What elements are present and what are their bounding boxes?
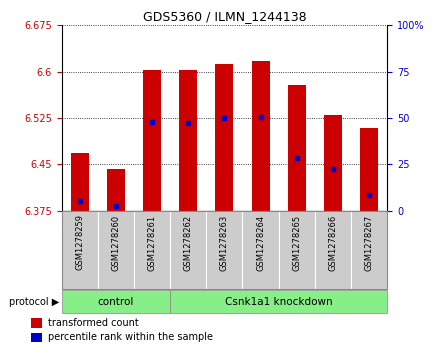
Text: GSM1278264: GSM1278264 <box>256 215 265 270</box>
Text: control: control <box>98 297 134 307</box>
Bar <box>71 153 89 211</box>
Text: transformed count: transformed count <box>48 318 139 328</box>
Text: GSM1278265: GSM1278265 <box>292 215 301 270</box>
Bar <box>98 211 134 289</box>
Bar <box>324 115 342 211</box>
Bar <box>179 70 197 211</box>
Text: GSM1278266: GSM1278266 <box>328 215 337 271</box>
Bar <box>279 211 315 289</box>
Text: GSM1278259: GSM1278259 <box>75 215 84 270</box>
Bar <box>134 211 170 289</box>
Bar <box>315 211 351 289</box>
Text: GSM1278261: GSM1278261 <box>147 215 157 270</box>
Bar <box>360 129 378 211</box>
Bar <box>170 211 206 289</box>
Bar <box>206 211 242 289</box>
Bar <box>215 64 234 211</box>
Bar <box>31 333 42 342</box>
Text: GSM1278263: GSM1278263 <box>220 215 229 271</box>
Bar <box>31 318 42 328</box>
Bar <box>242 211 279 289</box>
Bar <box>62 290 170 313</box>
Text: protocol ▶: protocol ▶ <box>9 297 59 307</box>
Text: percentile rank within the sample: percentile rank within the sample <box>48 332 213 342</box>
Bar <box>107 168 125 211</box>
Bar <box>288 85 306 211</box>
Bar <box>62 211 98 289</box>
Text: Csnk1a1 knockdown: Csnk1a1 knockdown <box>225 297 333 307</box>
Text: GSM1278262: GSM1278262 <box>184 215 193 270</box>
Title: GDS5360 / ILMN_1244138: GDS5360 / ILMN_1244138 <box>143 10 306 23</box>
Bar <box>143 70 161 211</box>
Bar <box>252 61 270 211</box>
Bar <box>351 211 387 289</box>
Text: GSM1278260: GSM1278260 <box>111 215 121 270</box>
Text: GSM1278267: GSM1278267 <box>365 215 374 271</box>
Bar <box>170 290 387 313</box>
